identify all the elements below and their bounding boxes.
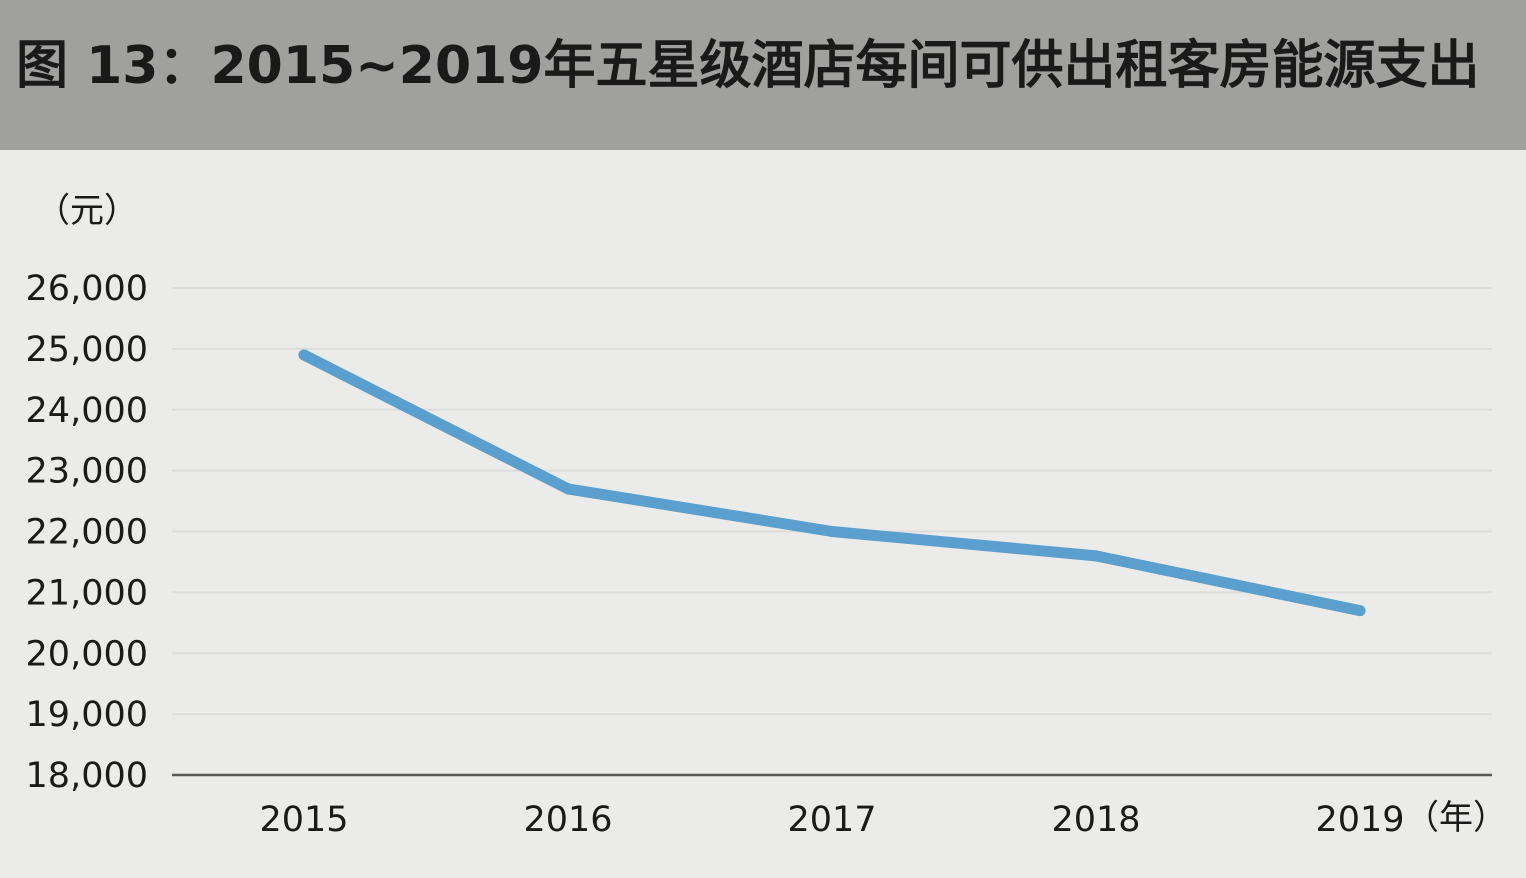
- data-point: [1354, 605, 1366, 617]
- y-tick-label: 26,000: [26, 269, 148, 309]
- x-tick-label: 2018: [1051, 800, 1140, 840]
- y-tick-label: 18,000: [26, 756, 148, 796]
- data-point: [298, 349, 310, 361]
- y-tick-label: 22,000: [26, 513, 148, 553]
- gridlines: [172, 287, 1492, 716]
- chart-area: 18,000 19,000 20,000 21,000 22,000 23,000 24,0…: [0, 150, 1526, 874]
- y-tick-label: 23,000: [26, 452, 148, 492]
- x-unit-label: （年）: [1405, 798, 1507, 838]
- chart-title: 图 13：2015~2019年五星级酒店每间可供出租客房能源支出: [16, 36, 1480, 96]
- x-tick-label: 2016: [523, 800, 612, 840]
- y-unit-label: （元）: [36, 191, 138, 231]
- y-tick-label: 24,000: [26, 391, 148, 431]
- y-axis: 18,000 19,000 20,000 21,000 22,000 23,000 24,0…: [26, 269, 148, 796]
- y-tick-label: 25,000: [26, 330, 148, 370]
- y-tick-label: 20,000: [26, 634, 148, 674]
- series: [298, 349, 1366, 617]
- x-axis-ticks: 2015 2016 2017 2018 2019 （年）: [259, 798, 1507, 840]
- x-tick-label: 2015: [259, 800, 348, 840]
- data-point: [562, 483, 574, 495]
- series-line: [298, 349, 1366, 617]
- data-point: [1090, 550, 1102, 562]
- x-tick-label: 2019: [1315, 800, 1404, 840]
- line-chart: 18,000 19,000 20,000 21,000 22,000 23,000 24,0…: [26, 191, 1507, 840]
- y-tick-label: 19,000: [26, 695, 148, 735]
- title-bar: 图 13：2015~2019年五星级酒店每间可供出租客房能源支出: [0, 0, 1526, 150]
- y-tick-label: 21,000: [26, 573, 148, 613]
- data-point: [826, 526, 838, 537]
- x-tick-label: 2017: [787, 800, 876, 840]
